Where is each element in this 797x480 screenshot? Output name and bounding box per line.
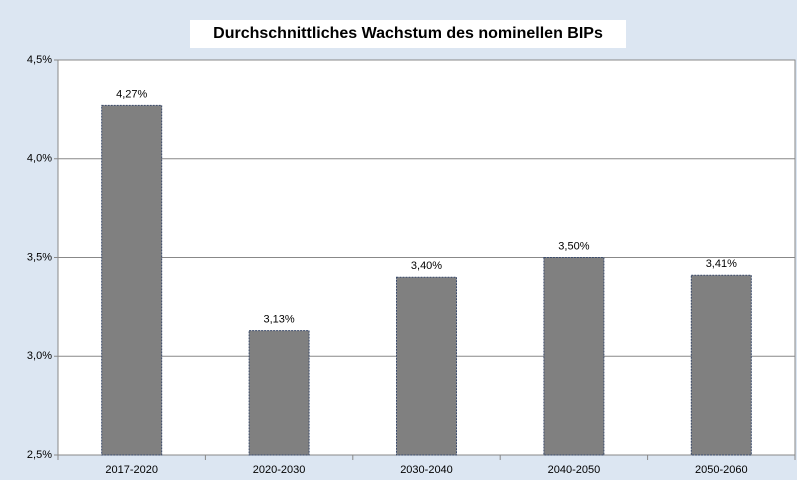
x-tick-label: 2040-2050: [548, 464, 601, 476]
y-tick-label: 3,0%: [27, 350, 52, 362]
chart-title: Durchschnittliches Wachstum des nominell…: [213, 25, 603, 42]
x-tick-label: 2050-2060: [695, 464, 748, 476]
value-label: 4,27%: [116, 88, 147, 100]
y-tick-label: 2,5%: [27, 449, 52, 461]
value-label: 3,41%: [706, 258, 737, 270]
y-tick-label: 4,5%: [27, 54, 52, 66]
value-label: 3,40%: [411, 260, 442, 272]
y-tick-label: 4,0%: [27, 153, 52, 165]
bar: [690, 274, 752, 456]
value-label: 3,50%: [558, 240, 589, 252]
value-label: 3,13%: [263, 313, 294, 325]
x-tick-label: 2030-2040: [400, 464, 453, 476]
bar: [248, 330, 310, 456]
title-box: [190, 20, 626, 48]
bar: [543, 257, 605, 456]
bar: [396, 276, 457, 456]
bar: [101, 104, 163, 456]
x-tick-label: 2017-2020: [105, 464, 158, 476]
y-tick-label: 3,5%: [27, 251, 52, 263]
x-tick-label: 2020-2030: [253, 464, 306, 476]
